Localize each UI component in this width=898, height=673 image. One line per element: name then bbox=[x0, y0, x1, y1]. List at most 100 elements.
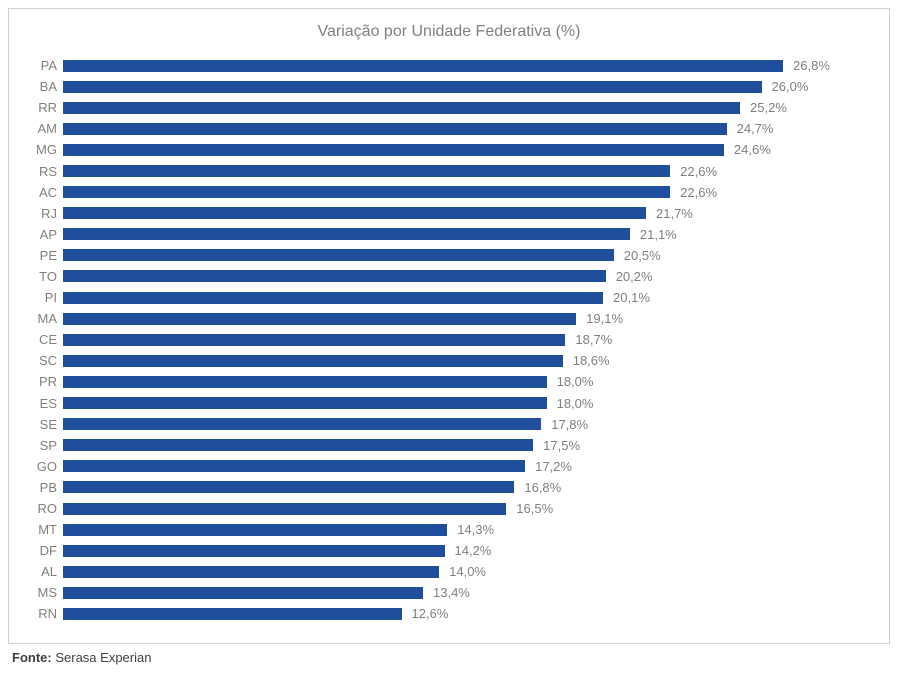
bar-label: AM bbox=[29, 121, 63, 136]
chart-container: Variação por Unidade Federativa (%) PA26… bbox=[8, 8, 890, 644]
bar-row: AC 22,6% bbox=[29, 182, 869, 203]
bar-row: SP 17,5% bbox=[29, 435, 869, 456]
bar-label: PE bbox=[29, 248, 63, 263]
bar-value: 20,1% bbox=[613, 290, 650, 305]
bar-label: RS bbox=[29, 164, 63, 179]
bar-label: RN bbox=[29, 606, 63, 621]
bar-value: 26,0% bbox=[772, 79, 809, 94]
bar-fill bbox=[63, 376, 547, 388]
bar-label: ES bbox=[29, 396, 63, 411]
bar-row: SE 17,8% bbox=[29, 414, 869, 435]
source-label: Fonte: bbox=[12, 650, 52, 665]
bar-row: PR18,0% bbox=[29, 371, 869, 392]
bar-value: 24,6% bbox=[734, 142, 771, 157]
bar-value: 22,6% bbox=[680, 185, 717, 200]
bar-track: 25,2% bbox=[63, 97, 869, 118]
bar-label: MG bbox=[29, 142, 63, 157]
bar-fill bbox=[63, 587, 423, 599]
bar-label: SP bbox=[29, 438, 63, 453]
bar-track: 22,6% bbox=[63, 182, 869, 203]
bar-label: AL bbox=[29, 564, 63, 579]
bar-value: 18,0% bbox=[557, 374, 594, 389]
bar-fill bbox=[63, 165, 670, 177]
bar-value: 14,2% bbox=[455, 543, 492, 558]
bar-row: PI 20,1% bbox=[29, 287, 869, 308]
bar-value: 21,1% bbox=[640, 227, 677, 242]
bar-label: RR bbox=[29, 100, 63, 115]
bar-fill bbox=[63, 503, 506, 515]
bar-fill bbox=[63, 207, 646, 219]
bar-track: 17,2% bbox=[63, 456, 869, 477]
bar-fill bbox=[63, 186, 670, 198]
bar-fill bbox=[63, 418, 541, 430]
bar-value: 19,1% bbox=[586, 311, 623, 326]
bar-row: AL14,0% bbox=[29, 561, 869, 582]
bar-track: 20,5% bbox=[63, 245, 869, 266]
bar-fill bbox=[63, 270, 606, 282]
bar-fill bbox=[63, 566, 439, 578]
bar-value: 18,0% bbox=[557, 396, 594, 411]
bar-value: 20,5% bbox=[624, 248, 661, 263]
bar-track: 14,0% bbox=[63, 561, 869, 582]
bar-track: 14,2% bbox=[63, 540, 869, 561]
bar-row: RS 22,6% bbox=[29, 160, 869, 181]
bar-track: 22,6% bbox=[63, 160, 869, 181]
bar-fill bbox=[63, 60, 783, 72]
bar-value: 22,6% bbox=[680, 164, 717, 179]
bar-row: AM24,7% bbox=[29, 118, 869, 139]
bar-label: RO bbox=[29, 501, 63, 516]
bar-row: TO20,2% bbox=[29, 266, 869, 287]
bar-row: AP 21,1% bbox=[29, 224, 869, 245]
bar-value: 17,8% bbox=[551, 417, 588, 432]
bar-label: PB bbox=[29, 480, 63, 495]
bar-track: 13,4% bbox=[63, 582, 869, 603]
bar-fill bbox=[63, 123, 727, 135]
bar-label: PI bbox=[29, 290, 63, 305]
bar-row: MT14,3% bbox=[29, 519, 869, 540]
bar-label: SE bbox=[29, 417, 63, 432]
bar-label: AC bbox=[29, 185, 63, 200]
bar-label: PA bbox=[29, 58, 63, 73]
bar-fill bbox=[63, 524, 447, 536]
bar-value: 12,6% bbox=[412, 606, 449, 621]
bar-fill bbox=[63, 545, 445, 557]
bar-track: 18,0% bbox=[63, 371, 869, 392]
bar-fill bbox=[63, 102, 740, 114]
bar-track: 18,6% bbox=[63, 350, 869, 371]
bar-track: 24,6% bbox=[63, 139, 869, 160]
bar-track: 18,0% bbox=[63, 393, 869, 414]
bar-value: 13,4% bbox=[433, 585, 470, 600]
bar-track: 18,7% bbox=[63, 329, 869, 350]
bar-label: BA bbox=[29, 79, 63, 94]
bar-fill bbox=[63, 481, 514, 493]
bar-track: 26,0% bbox=[63, 76, 869, 97]
bar-row: RN 12,6% bbox=[29, 603, 869, 624]
bar-label: MS bbox=[29, 585, 63, 600]
bar-track: 24,7% bbox=[63, 118, 869, 139]
bar-value: 17,5% bbox=[543, 438, 580, 453]
bar-row: MG 24,6% bbox=[29, 139, 869, 160]
bar-row: RR 25,2% bbox=[29, 97, 869, 118]
bar-row: BA 26,0% bbox=[29, 76, 869, 97]
bar-fill bbox=[63, 460, 525, 472]
bar-fill bbox=[63, 228, 630, 240]
bar-value: 25,2% bbox=[750, 100, 787, 115]
bar-value: 14,3% bbox=[457, 522, 494, 537]
bar-row: GO17,2% bbox=[29, 456, 869, 477]
bar-value: 26,8% bbox=[793, 58, 830, 73]
bar-track: 26,8% bbox=[63, 55, 869, 76]
bar-value: 16,5% bbox=[516, 501, 553, 516]
bar-fill bbox=[63, 81, 762, 93]
bar-fill bbox=[63, 608, 402, 620]
source-value: Serasa Experian bbox=[55, 650, 151, 665]
bar-track: 20,1% bbox=[63, 287, 869, 308]
bar-row: MA19,1% bbox=[29, 308, 869, 329]
bar-row: SC18,6% bbox=[29, 350, 869, 371]
bar-label: AP bbox=[29, 227, 63, 242]
bar-row: MS 13,4% bbox=[29, 582, 869, 603]
bar-track: 16,8% bbox=[63, 477, 869, 498]
bar-fill bbox=[63, 144, 724, 156]
bar-label: DF bbox=[29, 543, 63, 558]
bar-fill bbox=[63, 355, 563, 367]
bar-label: GO bbox=[29, 459, 63, 474]
